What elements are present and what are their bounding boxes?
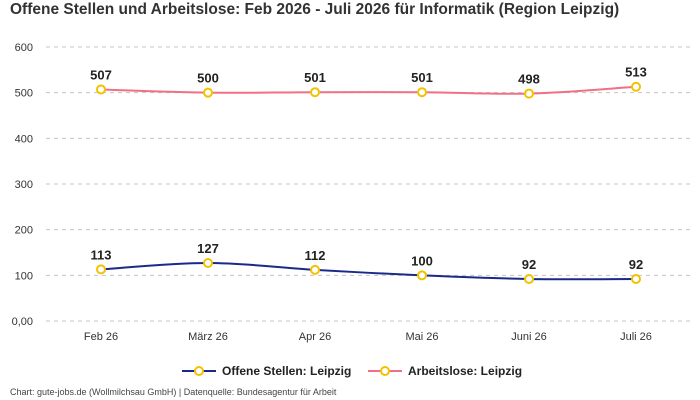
- legend-swatch-marker: [380, 366, 390, 376]
- data-label: 513: [625, 65, 647, 80]
- data-label: 113: [91, 247, 112, 262]
- x-tick-label: Juni 26: [511, 331, 546, 343]
- data-point: [203, 87, 213, 98]
- x-tick-label: Juli 26: [620, 331, 652, 343]
- grid-lines: [46, 46, 690, 322]
- data-label: 501: [411, 70, 433, 85]
- data-point: [631, 81, 641, 92]
- data-point: [96, 264, 106, 275]
- data-point: [310, 87, 320, 98]
- data-label: 498: [518, 72, 540, 87]
- chart-title: Offene Stellen und Arbeitslose: Feb 2026…: [10, 1, 620, 18]
- data-labels: 113 127 112 100 92 92 507 500 501 501 498 513: [90, 65, 647, 272]
- data-label: 92: [522, 257, 536, 272]
- chart-source-note: Chart: gute-jobs.de (Wollmilchsau GmbH) …: [10, 387, 337, 397]
- y-tick-label: 400: [15, 133, 33, 145]
- data-points: [96, 81, 641, 284]
- data-label: 501: [304, 70, 326, 85]
- x-tick-label: Feb 26: [84, 331, 118, 343]
- data-label: 507: [90, 67, 112, 82]
- series-lines: [100, 85, 637, 281]
- x-axis-ticks: Feb 26 März 26 Apr 26 Mai 26 Juni 26 Juli 26: [84, 331, 652, 343]
- data-point: [203, 258, 213, 269]
- series-line-1: [100, 262, 637, 281]
- y-tick-label: 0,00: [12, 316, 33, 328]
- series-line-2: [100, 85, 637, 95]
- y-axis-ticks: 0,00 100 200 300 400 500 600: [12, 42, 33, 328]
- data-label: 500: [197, 71, 219, 86]
- x-tick-label: März 26: [188, 331, 228, 343]
- data-point: [417, 87, 427, 98]
- legend-item-1[interactable]: Offene Stellen: Leipzig: [182, 364, 351, 378]
- data-point: [524, 273, 534, 284]
- legend-swatch-marker: [194, 366, 204, 376]
- data-point: [524, 88, 534, 99]
- x-tick-label: Mai 26: [405, 331, 438, 343]
- legend-label: Arbeitslose: Leipzig: [408, 364, 522, 378]
- data-point: [631, 273, 641, 284]
- legend[interactable]: Offene Stellen: Leipzig Arbeitslose: Leip…: [182, 364, 522, 378]
- y-tick-label: 300: [15, 179, 33, 191]
- data-label: 100: [411, 253, 433, 268]
- data-point: [417, 270, 427, 281]
- y-tick-label: 600: [15, 42, 33, 54]
- legend-item-2[interactable]: Arbeitslose: Leipzig: [368, 364, 522, 378]
- data-point: [310, 264, 320, 275]
- y-tick-label: 100: [15, 270, 33, 282]
- data-label: 92: [629, 257, 643, 272]
- data-label: 112: [305, 248, 326, 263]
- legend-label: Offene Stellen: Leipzig: [222, 364, 351, 378]
- data-point: [96, 84, 106, 95]
- x-tick-label: Apr 26: [299, 331, 331, 343]
- y-tick-label: 200: [15, 225, 33, 237]
- data-label: 127: [197, 241, 219, 256]
- y-tick-label: 500: [15, 88, 33, 100]
